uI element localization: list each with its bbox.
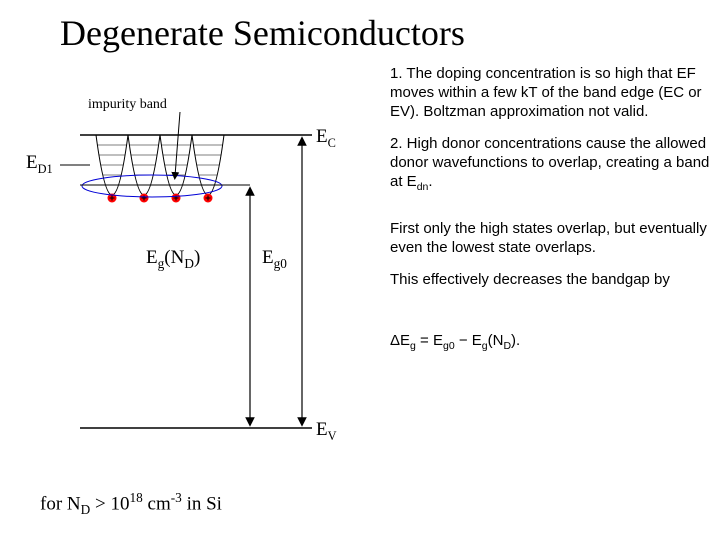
para-2: 2. High donor concentrations cause the a… [390,135,720,194]
svg-text:ED1: ED1 [26,152,53,176]
footnote: for ND > 1018 cm-3 in Si [40,490,222,518]
svg-text:impurity band: impurity band [88,97,167,112]
para-4: This effectively decreases the bandgap b… [390,271,720,290]
svg-text:EC: EC [316,126,336,150]
para-3: First only the high states overlap, but … [390,220,720,258]
band-diagram: impurity bandED1ECEVEg(ND)Eg0 [20,70,380,470]
para-5: ΔEg = Eg0 − Eg(ND). [390,332,720,353]
svg-text:EV: EV [316,419,337,443]
para-1: 1. The doping concentration is so high t… [390,65,720,121]
page-title: Degenerate Semiconductors [60,12,465,54]
explanation-text: 1. The doping concentration is so high t… [390,65,720,367]
